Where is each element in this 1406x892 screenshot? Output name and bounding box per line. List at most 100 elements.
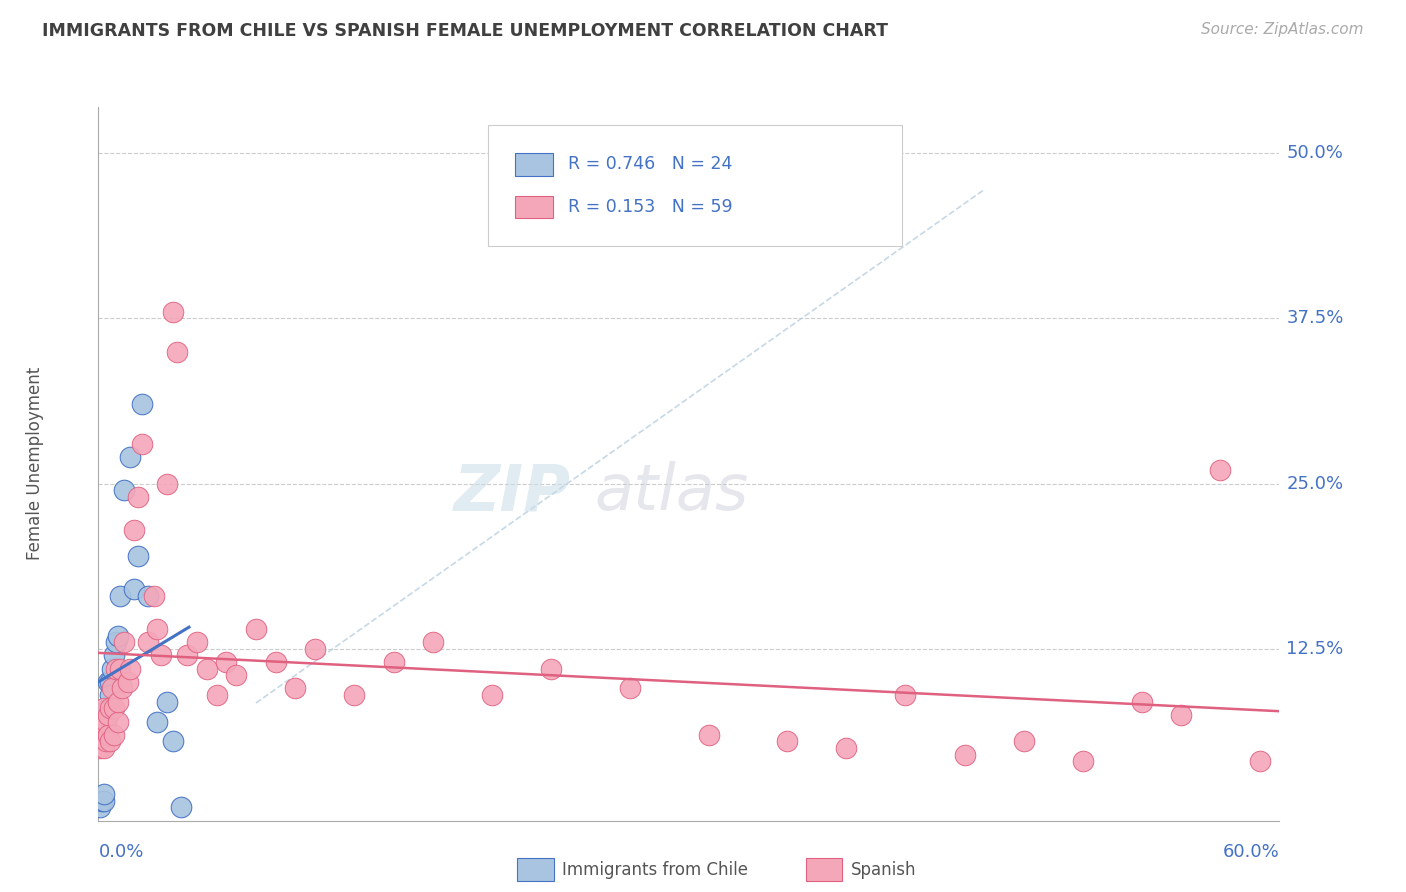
Point bbox=[91, 794, 114, 808]
Text: 0.0%: 0.0% bbox=[98, 843, 143, 861]
Point bbox=[166, 344, 188, 359]
Point bbox=[98, 734, 121, 748]
Point bbox=[91, 728, 114, 742]
Point bbox=[1170, 707, 1192, 722]
FancyBboxPatch shape bbox=[516, 153, 553, 176]
Point bbox=[422, 635, 444, 649]
Point bbox=[131, 437, 153, 451]
Point bbox=[107, 629, 129, 643]
Point bbox=[205, 688, 228, 702]
Point bbox=[776, 734, 799, 748]
Point bbox=[122, 582, 145, 597]
Point bbox=[108, 589, 131, 603]
Text: 37.5%: 37.5% bbox=[1286, 310, 1344, 327]
Point bbox=[118, 450, 141, 465]
Point bbox=[156, 695, 179, 709]
Text: 25.0%: 25.0% bbox=[1286, 475, 1344, 492]
Point bbox=[108, 662, 131, 676]
Point bbox=[1249, 754, 1271, 768]
FancyBboxPatch shape bbox=[488, 125, 901, 246]
Point bbox=[105, 662, 128, 676]
Point bbox=[112, 635, 135, 649]
Point bbox=[170, 800, 193, 814]
Text: Female Unemployment: Female Unemployment bbox=[27, 368, 44, 560]
Point bbox=[619, 681, 641, 696]
Point bbox=[697, 728, 720, 742]
Point bbox=[93, 741, 115, 756]
Point bbox=[97, 728, 120, 742]
Point bbox=[284, 681, 307, 696]
Point bbox=[1071, 754, 1094, 768]
Point bbox=[91, 714, 114, 729]
Point bbox=[136, 635, 159, 649]
Point bbox=[142, 589, 165, 603]
FancyBboxPatch shape bbox=[516, 195, 553, 219]
Point bbox=[117, 674, 139, 689]
Point bbox=[118, 662, 141, 676]
Point bbox=[186, 635, 208, 649]
Point bbox=[97, 707, 120, 722]
Point bbox=[111, 681, 134, 696]
Point bbox=[146, 714, 169, 729]
Point bbox=[1209, 463, 1232, 477]
Point bbox=[136, 589, 159, 603]
Text: Spanish: Spanish bbox=[851, 861, 917, 879]
Point bbox=[953, 747, 976, 762]
Text: Source: ZipAtlas.com: Source: ZipAtlas.com bbox=[1201, 22, 1364, 37]
Point bbox=[1012, 734, 1035, 748]
Text: 12.5%: 12.5% bbox=[1286, 640, 1344, 657]
Point bbox=[146, 622, 169, 636]
Point bbox=[98, 674, 121, 689]
Text: IMMIGRANTS FROM CHILE VS SPANISH FEMALE UNEMPLOYMENT CORRELATION CHART: IMMIGRANTS FROM CHILE VS SPANISH FEMALE … bbox=[42, 22, 889, 40]
Text: 50.0%: 50.0% bbox=[1286, 145, 1343, 162]
Point bbox=[103, 701, 125, 715]
Point bbox=[894, 688, 917, 702]
Point bbox=[103, 648, 125, 663]
Point bbox=[107, 714, 129, 729]
Point bbox=[304, 641, 326, 656]
Point bbox=[127, 549, 149, 564]
Point bbox=[96, 734, 118, 748]
Point bbox=[101, 681, 124, 696]
Text: R = 0.746   N = 24: R = 0.746 N = 24 bbox=[568, 155, 733, 173]
Point bbox=[93, 701, 115, 715]
Point bbox=[127, 490, 149, 504]
Point bbox=[162, 734, 184, 748]
Point bbox=[98, 701, 121, 715]
Point bbox=[1130, 695, 1153, 709]
Point bbox=[225, 668, 247, 682]
Point bbox=[162, 305, 184, 319]
Point bbox=[156, 476, 179, 491]
Point bbox=[343, 688, 366, 702]
Point bbox=[835, 741, 858, 756]
Point bbox=[540, 662, 562, 676]
Point bbox=[89, 800, 111, 814]
Point bbox=[382, 655, 405, 669]
Point bbox=[89, 741, 111, 756]
Text: ZIP: ZIP bbox=[454, 461, 571, 524]
Text: 60.0%: 60.0% bbox=[1223, 843, 1279, 861]
Point bbox=[150, 648, 173, 663]
Point bbox=[112, 483, 135, 498]
Point bbox=[131, 397, 153, 411]
Point bbox=[101, 662, 124, 676]
Point bbox=[245, 622, 267, 636]
Point bbox=[481, 688, 503, 702]
Text: Immigrants from Chile: Immigrants from Chile bbox=[562, 861, 748, 879]
Point bbox=[97, 674, 120, 689]
Point bbox=[97, 701, 120, 715]
Point bbox=[93, 787, 115, 801]
Point bbox=[176, 648, 198, 663]
Text: atlas: atlas bbox=[595, 461, 749, 524]
Point bbox=[96, 721, 118, 735]
Point bbox=[103, 728, 125, 742]
Point bbox=[264, 655, 287, 669]
Point bbox=[215, 655, 238, 669]
Point bbox=[98, 688, 121, 702]
Point bbox=[93, 794, 115, 808]
Text: R = 0.153   N = 59: R = 0.153 N = 59 bbox=[568, 198, 733, 216]
Point bbox=[107, 695, 129, 709]
Point bbox=[122, 523, 145, 537]
Point bbox=[96, 714, 118, 729]
Point bbox=[105, 635, 128, 649]
